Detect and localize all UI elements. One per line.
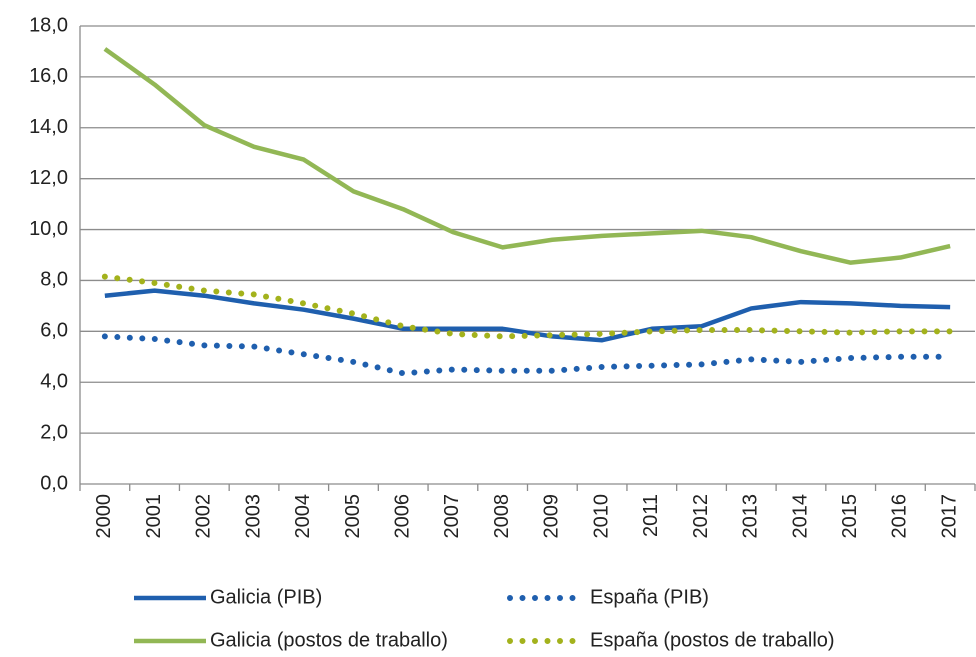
legend-label: Galicia (postos de traballo) xyxy=(210,629,448,651)
x-tick-label: 2007 xyxy=(441,494,463,539)
x-tick-label: 2010 xyxy=(590,494,612,539)
y-tick-label: 16,0 xyxy=(29,65,68,87)
y-tick-label: 0,0 xyxy=(40,472,68,494)
x-tick-label: 2005 xyxy=(342,494,364,539)
legend-label: Galicia (PIB) xyxy=(210,586,322,608)
x-tick-label: 2011 xyxy=(640,494,662,537)
legend-label: España (PIB) xyxy=(590,586,709,608)
x-tick-label: 2014 xyxy=(789,494,811,539)
x-tick-label: 2012 xyxy=(690,494,712,539)
x-tick-label: 2016 xyxy=(889,494,911,539)
x-tick-label: 2004 xyxy=(292,494,314,539)
y-tick-label: 2,0 xyxy=(40,421,68,443)
x-tick-label: 2001 xyxy=(143,494,165,539)
series-line xyxy=(101,273,954,340)
x-tick-label: 2002 xyxy=(193,494,215,539)
y-tick-label: 18,0 xyxy=(29,14,68,36)
x-tick-label: 2017 xyxy=(938,494,960,539)
series-line xyxy=(104,288,951,343)
legend-label: España (postos de traballo) xyxy=(590,629,835,651)
y-tick-label: 6,0 xyxy=(40,320,68,342)
x-tick-label: 2013 xyxy=(740,494,762,539)
x-tick-label: 2015 xyxy=(839,494,861,539)
y-tick-label: 8,0 xyxy=(40,269,68,291)
y-tick-label: 10,0 xyxy=(29,218,68,240)
series-line xyxy=(103,47,951,265)
x-tick-label: 2009 xyxy=(541,494,563,539)
x-tick-label: 2003 xyxy=(242,494,264,539)
series-line xyxy=(101,333,954,377)
x-tick-label: 2006 xyxy=(391,494,413,539)
y-tick-label: 14,0 xyxy=(29,116,68,138)
x-tick-label: 2000 xyxy=(93,494,115,539)
y-tick-label: 12,0 xyxy=(29,167,68,189)
y-tick-label: 4,0 xyxy=(40,371,68,393)
x-tick-label: 2008 xyxy=(491,494,513,539)
